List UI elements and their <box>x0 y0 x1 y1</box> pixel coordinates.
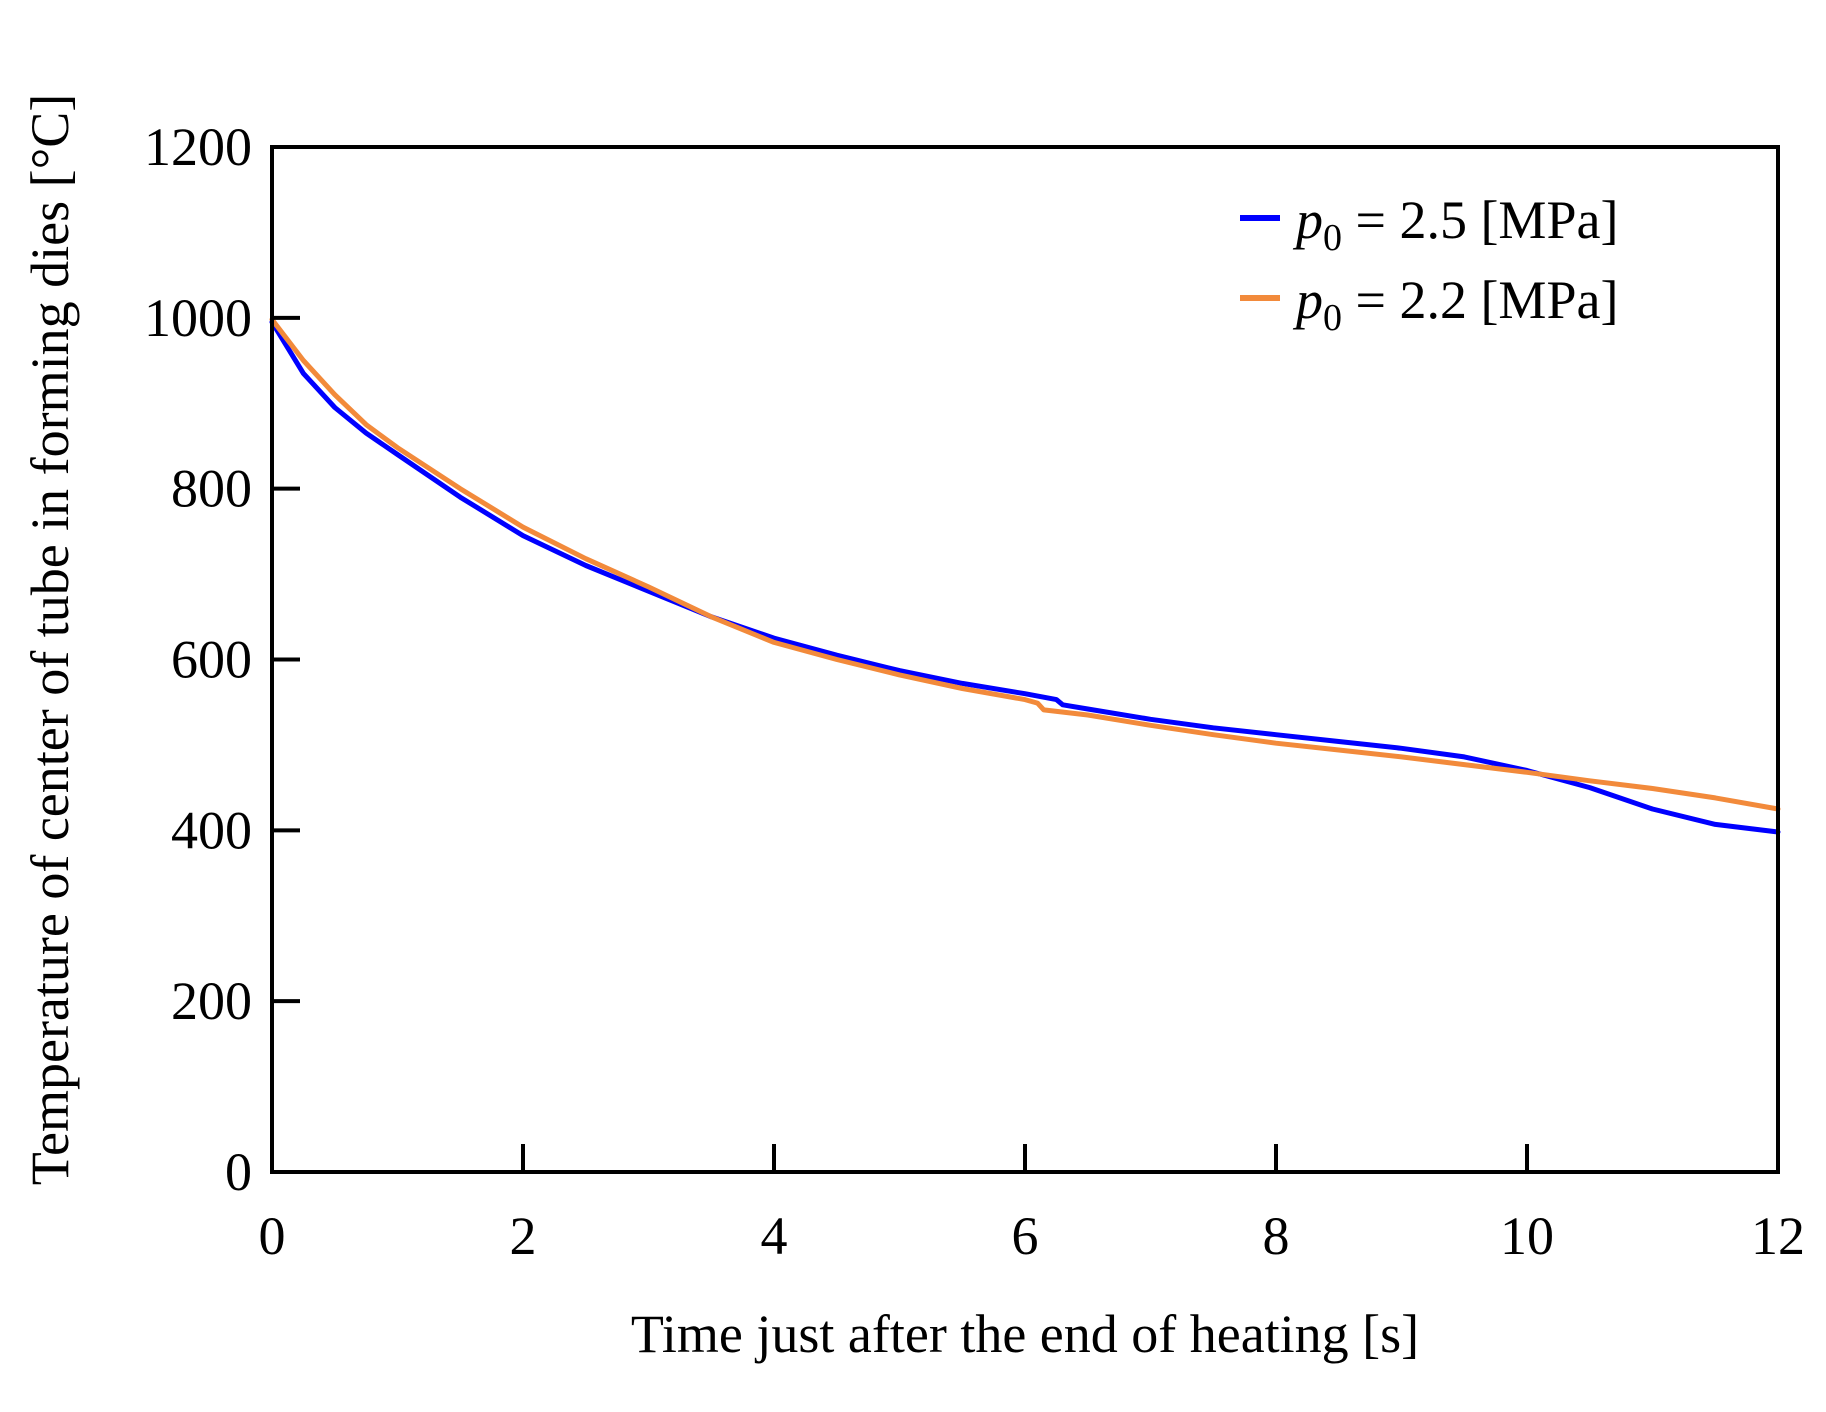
series-layer <box>269 317 1781 835</box>
x-tick-label-6: 12 <box>1751 1206 1805 1266</box>
x-tick-label-0: 0 <box>259 1206 286 1266</box>
legend: p0 = 2.5 [MPa] p0 = 2.2 [MPa] <box>1240 190 1618 339</box>
x-tick-label-5: 10 <box>1500 1206 1554 1266</box>
y-tick-label-3: 600 <box>171 630 252 690</box>
x-tick-label-1: 2 <box>510 1206 537 1266</box>
y-tick-label-2: 400 <box>171 800 252 860</box>
y-tick-label-6: 1200 <box>144 117 252 177</box>
y-tick-label-5: 1000 <box>144 288 252 348</box>
y-tick-label-4: 800 <box>171 459 252 519</box>
x-tick-label-4: 8 <box>1263 1206 1290 1266</box>
y-tick-label-1: 200 <box>171 971 252 1031</box>
x-axis-title: Time just after the end of heating [s] <box>631 1304 1419 1364</box>
y-tick-label-0: 0 <box>225 1142 252 1202</box>
labels-layer: 0 2 4 6 8 10 12 0 200 400 600 800 1000 1200 <box>144 117 1805 1266</box>
series-line-0 <box>269 319 1781 835</box>
legend-label-1: p0 = 2.2 [MPa] <box>1292 270 1618 339</box>
ticks-layer <box>272 315 1529 1172</box>
x-tick-label-3: 6 <box>1012 1206 1039 1266</box>
x-tick-label-2: 4 <box>761 1206 788 1266</box>
y-axis-title: Temperature of center of tube in forming… <box>20 94 80 1185</box>
series-line-1 <box>269 317 1781 812</box>
legend-label-0: p0 = 2.5 [MPa] <box>1292 190 1618 259</box>
